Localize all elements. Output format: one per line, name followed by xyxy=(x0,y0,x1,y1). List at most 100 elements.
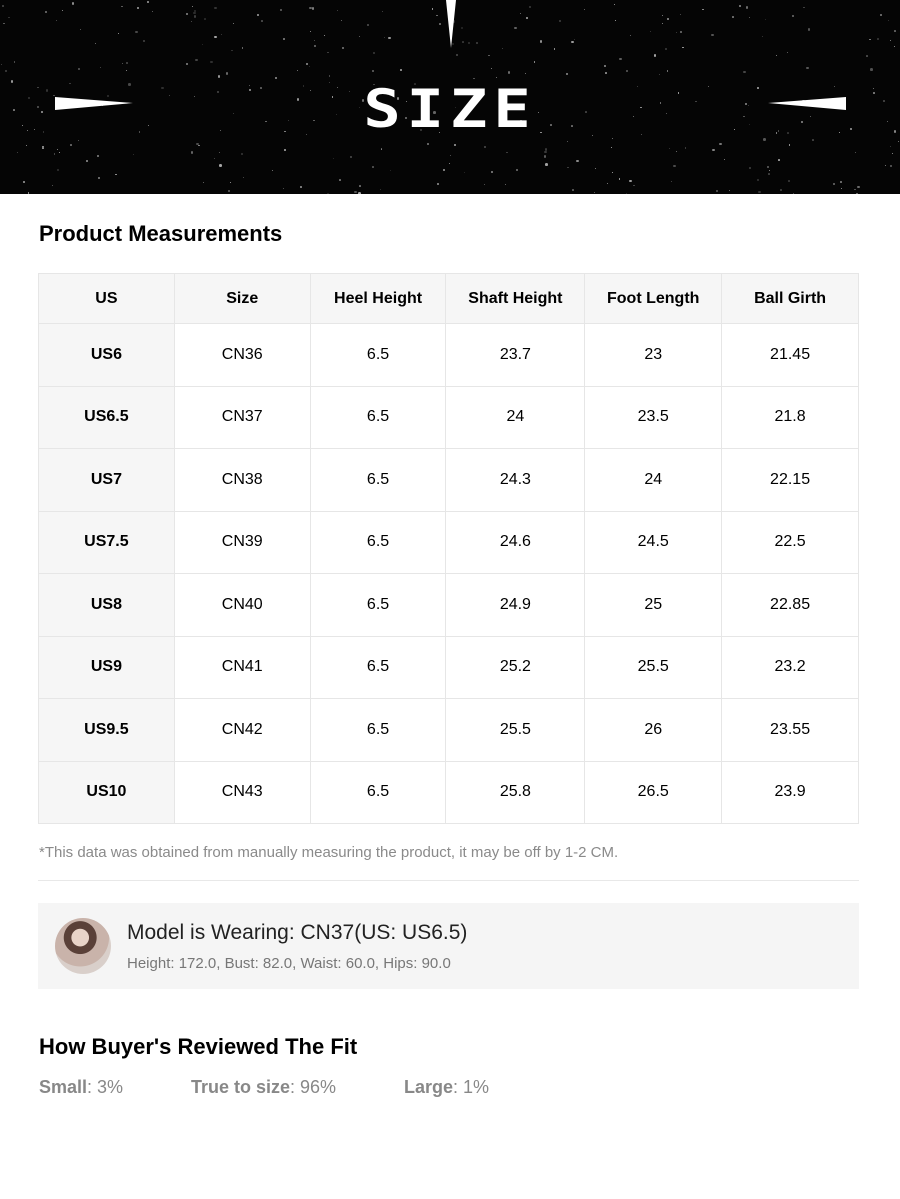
speck xyxy=(615,20,616,21)
speck xyxy=(400,69,402,71)
speck xyxy=(767,166,769,168)
speck xyxy=(203,182,204,183)
table-cell: 25.8 xyxy=(446,761,585,824)
speck xyxy=(840,181,842,183)
speck xyxy=(339,179,341,181)
speck xyxy=(484,184,485,185)
speck xyxy=(559,20,561,22)
speck xyxy=(14,61,16,63)
speck xyxy=(143,40,145,42)
speck xyxy=(612,172,613,173)
speck xyxy=(665,48,667,50)
speck xyxy=(857,186,860,189)
speck xyxy=(358,192,361,194)
speck xyxy=(491,171,493,173)
speck xyxy=(491,68,492,69)
speck xyxy=(283,38,285,40)
speck xyxy=(526,17,528,19)
speck xyxy=(233,23,234,24)
speck xyxy=(122,63,123,64)
speck xyxy=(488,55,489,56)
fit-value: : 3% xyxy=(87,1077,123,1097)
speck xyxy=(806,67,808,69)
table-cell: 23.2 xyxy=(722,636,859,699)
model-measurements: Height: 172.0, Bust: 82.0, Waist: 60.0, … xyxy=(127,955,451,972)
speck xyxy=(57,169,59,171)
speck xyxy=(669,148,670,149)
speck xyxy=(654,54,656,56)
speck xyxy=(787,52,788,53)
speck xyxy=(384,37,385,38)
table-row: US6.5 CN37 6.5 24 23.5 21.8 xyxy=(39,386,859,449)
speck xyxy=(793,193,794,194)
speck xyxy=(231,50,232,51)
table-row: US10 CN43 6.5 25.8 26.5 23.9 xyxy=(39,761,859,824)
table-cell: 24.5 xyxy=(585,511,722,574)
table-cell: 6.5 xyxy=(310,324,446,387)
speck xyxy=(193,12,195,14)
speck xyxy=(214,36,216,38)
table-row: US9.5 CN42 6.5 25.5 26 23.55 xyxy=(39,699,859,762)
speck xyxy=(214,7,216,9)
speck xyxy=(855,152,856,153)
speck xyxy=(765,19,766,20)
speck xyxy=(808,28,810,30)
speck xyxy=(662,23,663,24)
table-cell: 6.5 xyxy=(310,511,446,574)
speck xyxy=(54,153,56,155)
table-cell: US8 xyxy=(39,574,175,637)
speck xyxy=(529,6,531,8)
speck xyxy=(712,149,714,151)
speck xyxy=(724,159,725,160)
speck xyxy=(359,36,360,37)
speck xyxy=(1,64,2,65)
table-row: US7 CN38 6.5 24.3 24 22.15 xyxy=(39,449,859,512)
speck xyxy=(566,73,567,74)
speck xyxy=(514,27,516,29)
speck xyxy=(633,185,634,186)
speck xyxy=(202,44,203,45)
column-header: Shaft Height xyxy=(446,274,585,324)
speck xyxy=(80,29,81,30)
divider xyxy=(38,880,859,881)
speck xyxy=(673,165,675,167)
table-cell: 23.55 xyxy=(722,699,859,762)
speck xyxy=(894,46,895,47)
speck xyxy=(464,172,465,173)
speck xyxy=(676,32,677,33)
speck xyxy=(462,41,464,43)
speck xyxy=(437,183,439,185)
speck xyxy=(650,31,651,32)
table-cell: 23 xyxy=(585,324,722,387)
speck xyxy=(619,178,621,180)
speck xyxy=(729,190,730,191)
table-cell: 22.85 xyxy=(722,574,859,637)
speck xyxy=(57,149,58,150)
speck xyxy=(711,34,713,36)
speck xyxy=(769,170,770,171)
speck xyxy=(505,184,506,185)
table-cell: 6.5 xyxy=(310,449,446,512)
table-cell: CN37 xyxy=(174,386,310,449)
speck xyxy=(300,186,302,188)
speck xyxy=(219,164,222,167)
speck xyxy=(888,20,889,21)
fit-title: How Buyer's Reviewed The Fit xyxy=(39,1034,357,1060)
speck xyxy=(449,163,451,165)
speck xyxy=(390,170,391,171)
speck xyxy=(856,193,858,194)
measurement-note: *This data was obtained from manually me… xyxy=(39,844,618,861)
speck xyxy=(309,66,310,67)
table-row: US9 CN41 6.5 25.2 25.5 23.2 xyxy=(39,636,859,699)
speck xyxy=(885,165,886,166)
speck xyxy=(854,189,855,190)
speck xyxy=(367,24,369,26)
speck xyxy=(436,15,437,16)
table-cell: CN41 xyxy=(174,636,310,699)
speck xyxy=(898,141,899,142)
speck xyxy=(118,33,119,34)
speck xyxy=(272,170,273,171)
speck xyxy=(567,141,568,142)
table-cell: 23.5 xyxy=(585,386,722,449)
speck xyxy=(719,143,721,145)
